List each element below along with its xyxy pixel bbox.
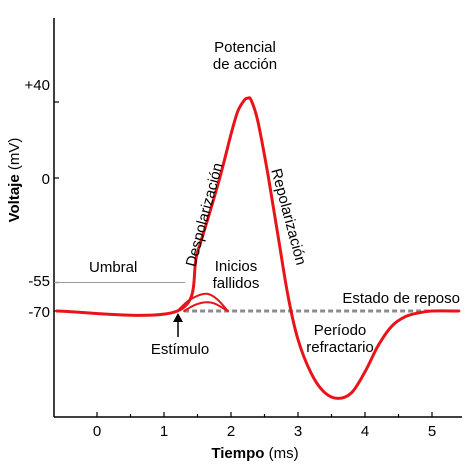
y-tick-label-40: +40 [25,77,50,94]
y-tick-label-55: -55 [28,273,50,290]
failed-initiations-line1: Inicios [215,258,258,275]
x-tick-label-3: 3 [294,423,302,440]
y-axis-title-unit: (mV) [6,138,23,171]
x-tick-label-0: 0 [93,423,101,440]
threshold-label: Umbral [89,259,137,276]
refractory-label-line1: Período [314,322,367,339]
y-tick-label-0: 0 [42,171,50,188]
failed-initiations-line2: fallidos [213,275,260,292]
y-axis-title-bold: Voltaje [6,174,23,222]
depolarization-label: Despolarización [183,161,227,268]
failed-initiation-curve-2 [183,301,229,312]
resting-label: Estado de reposo [342,290,460,307]
x-tick-label-5: 5 [428,423,436,440]
refractory-label-line2: refractario [306,339,374,356]
stimulus-label: Estímulo [151,341,209,358]
action-potential-curve [55,96,461,400]
x-tick-label-1: 1 [160,423,168,440]
y-tick-label-70: -70 [28,304,50,321]
failed-initiation-curve-1 [176,292,229,312]
x-tick-label-2: 2 [227,423,235,440]
x-axis-title: Tiempo (ms) [211,445,298,462]
x-tick-marks [96,412,433,417]
stimulus-arrow [173,313,183,337]
x-axis-title-bold: Tiempo [211,445,264,462]
x-tick-label-4: 4 [361,423,369,440]
y-axis-title: Voltaje (mV) [6,138,23,223]
x-axis-title-unit: (ms) [269,445,299,462]
peak-label-line1: Potencial [214,39,276,56]
peak-label-line2: de acción [213,56,277,73]
